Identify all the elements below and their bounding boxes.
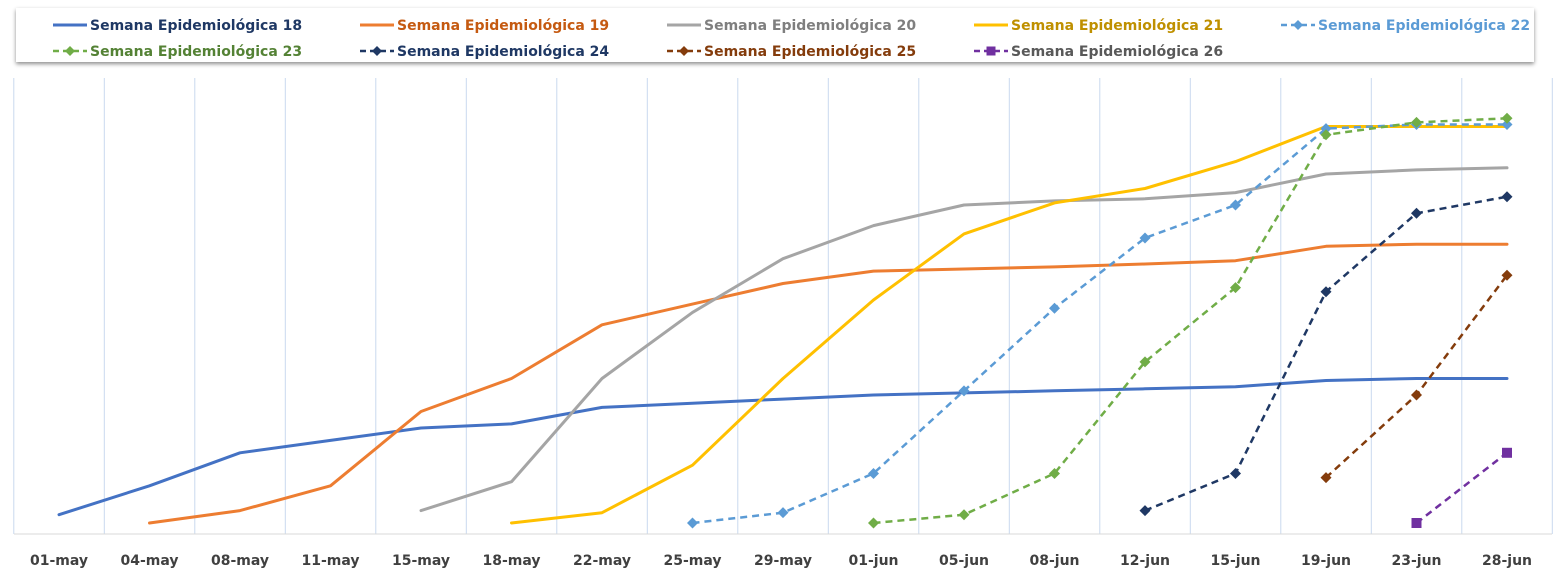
series-line bbox=[57, 377, 1509, 517]
series-layer bbox=[57, 112, 1513, 529]
x-tick-label: 11-may bbox=[301, 553, 359, 569]
series-line bbox=[419, 166, 1509, 513]
x-tick-label: 28-jun bbox=[1482, 553, 1532, 569]
legend-entries: Semana Epidemiológica 18 Semana Epidemiol… bbox=[53, 18, 1530, 60]
x-tick-label: 05-jun bbox=[939, 553, 989, 569]
x-tick-label: 08-jun bbox=[1029, 553, 1079, 569]
series-line bbox=[148, 242, 1509, 525]
series-line bbox=[510, 125, 1509, 525]
data-point bbox=[1049, 302, 1060, 314]
legend-swatch-marker bbox=[65, 46, 75, 56]
legend-item-7: Semana Epidemiológica 24 bbox=[360, 44, 609, 60]
data-point bbox=[1411, 207, 1422, 219]
legend-swatch-marker bbox=[679, 46, 689, 56]
x-axis-ticks: 01-may 04-may 08-may 11-may 15-may 18-may 22-m… bbox=[30, 553, 1532, 569]
data-point bbox=[777, 507, 789, 519]
legend-swatch-marker bbox=[1293, 20, 1303, 30]
series-3 bbox=[419, 166, 1509, 513]
data-point bbox=[1501, 269, 1513, 281]
x-tick-label: 19-jun bbox=[1301, 553, 1351, 569]
x-tick-label: 12-jun bbox=[1120, 553, 1170, 569]
x-tick-label: 29-may bbox=[754, 553, 812, 569]
legend-item-2: Semana Epidemiológica 19 bbox=[360, 18, 609, 34]
legend-label: Semana Epidemiológica 19 bbox=[397, 18, 609, 34]
legend-label: Semana Epidemiológica 20 bbox=[704, 18, 916, 34]
legend bbox=[16, 8, 1534, 62]
x-tick-label: 15-may bbox=[392, 553, 450, 569]
data-point bbox=[1139, 505, 1151, 517]
x-tick-label: 04-may bbox=[120, 553, 178, 569]
legend-item-8: Semana Epidemiológica 25 bbox=[667, 44, 916, 60]
x-tick-label: 01-jun bbox=[848, 553, 898, 569]
grid-lines bbox=[13, 78, 1553, 535]
x-tick-label: 15-jun bbox=[1210, 553, 1260, 569]
data-point bbox=[687, 517, 698, 529]
data-point bbox=[1501, 118, 1513, 130]
data-point bbox=[1230, 282, 1241, 294]
x-tick-label: 01-may bbox=[30, 553, 88, 569]
legend-label: Semana Epidemiológica 18 bbox=[90, 18, 302, 34]
legend-swatch-marker bbox=[372, 46, 382, 56]
series-7 bbox=[1139, 191, 1513, 517]
data-point bbox=[868, 467, 879, 479]
legend-item-5: Semana Epidemiológica 22 bbox=[1281, 18, 1530, 34]
series-line bbox=[1325, 274, 1508, 479]
data-point bbox=[1320, 472, 1332, 484]
legend-label: Semana Epidemiológica 21 bbox=[1011, 18, 1223, 34]
x-tick-label: 23-jun bbox=[1391, 553, 1441, 569]
legend-label: Semana Epidemiológica 25 bbox=[704, 44, 916, 60]
series-1 bbox=[57, 377, 1509, 517]
x-tick-label: 08-may bbox=[211, 553, 269, 569]
data-point bbox=[1501, 112, 1513, 124]
data-point bbox=[1411, 518, 1422, 528]
legend-label: Semana Epidemiológica 26 bbox=[1011, 44, 1223, 60]
legend-item-6: Semana Epidemiológica 23 bbox=[53, 44, 302, 60]
data-point bbox=[1230, 199, 1241, 211]
x-tick-label: 22-may bbox=[573, 553, 631, 569]
x-tick-label: 25-may bbox=[663, 553, 721, 569]
data-point bbox=[1320, 129, 1332, 141]
data-point bbox=[1139, 356, 1151, 368]
data-point bbox=[1320, 123, 1332, 135]
data-point bbox=[868, 517, 879, 529]
data-point bbox=[958, 385, 970, 397]
legend-label: Semana Epidemiológica 23 bbox=[90, 44, 302, 60]
series-2 bbox=[148, 242, 1509, 525]
legend-item-9: Semana Epidemiológica 26 bbox=[974, 44, 1223, 60]
legend-item-4: Semana Epidemiológica 21 bbox=[974, 18, 1223, 34]
data-point bbox=[1320, 286, 1332, 298]
series-6 bbox=[868, 112, 1513, 529]
data-point bbox=[1411, 116, 1422, 128]
data-point bbox=[1230, 467, 1241, 479]
series-4 bbox=[510, 125, 1509, 525]
data-point bbox=[1502, 447, 1512, 458]
series-line bbox=[692, 123, 1507, 525]
x-tick-label: 18-may bbox=[482, 553, 540, 569]
data-point bbox=[1501, 191, 1513, 203]
data-point bbox=[1049, 467, 1060, 479]
legend-swatch-marker bbox=[986, 46, 996, 56]
legend-item-3: Semana Epidemiológica 20 bbox=[667, 18, 916, 34]
data-point bbox=[1411, 389, 1422, 401]
data-point bbox=[1139, 232, 1151, 244]
legend-item-1: Semana Epidemiológica 18 bbox=[53, 18, 302, 34]
legend-label: Semana Epidemiológica 24 bbox=[397, 44, 609, 60]
data-point bbox=[958, 509, 970, 521]
legend-label: Semana Epidemiológica 22 bbox=[1318, 18, 1530, 34]
series-8 bbox=[1320, 269, 1513, 484]
series-9 bbox=[1411, 447, 1512, 528]
